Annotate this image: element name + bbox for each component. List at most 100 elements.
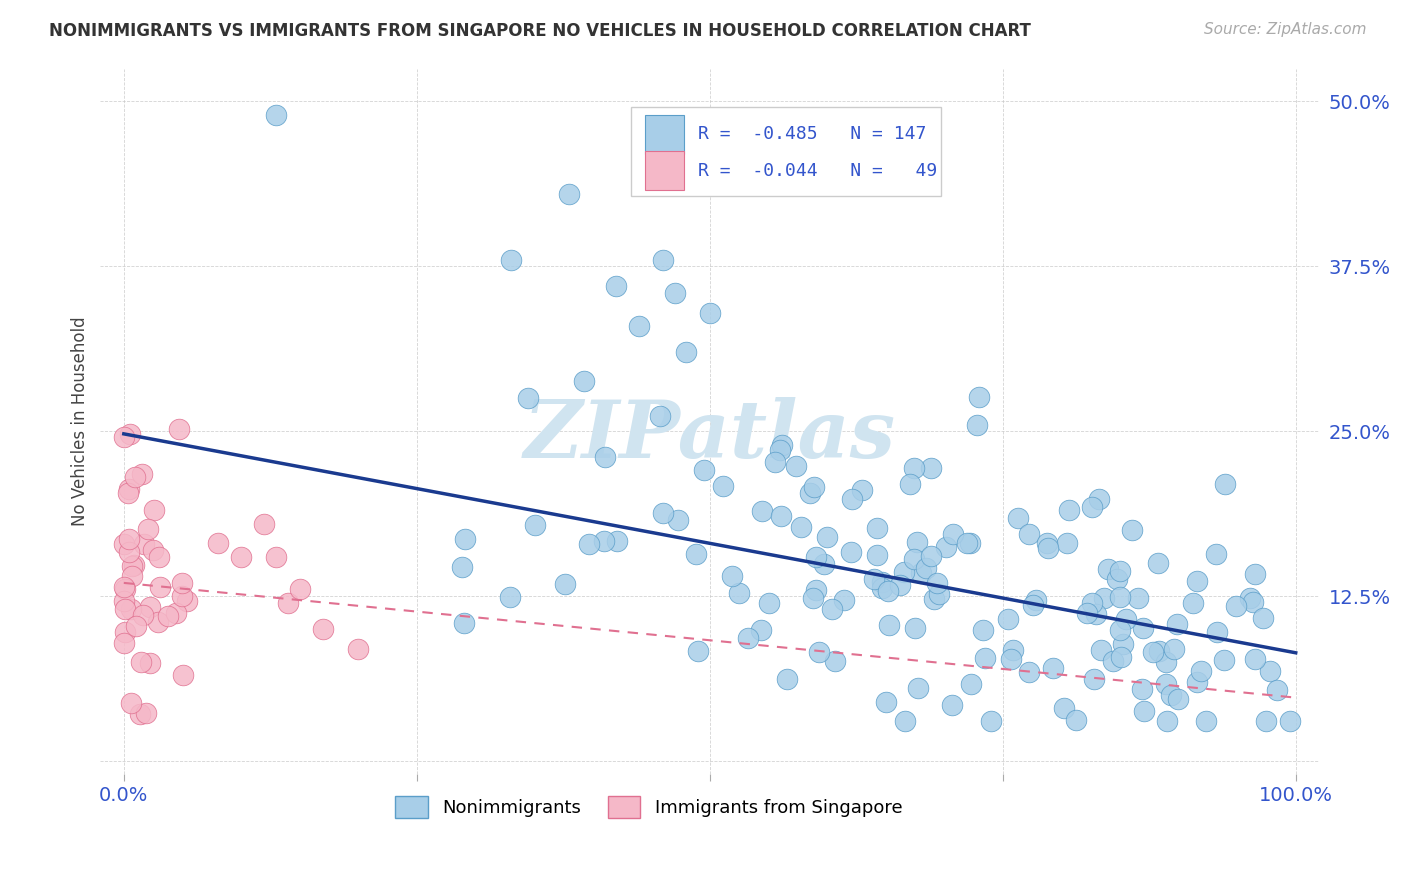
Point bbox=[1064, 713, 1087, 727]
Point bbox=[648, 409, 671, 423]
Point bbox=[1121, 524, 1143, 538]
Point bbox=[1109, 649, 1132, 664]
Point bbox=[156, 609, 179, 624]
Point bbox=[904, 621, 927, 635]
Point bbox=[229, 549, 252, 564]
Point bbox=[312, 622, 335, 636]
Point bbox=[114, 602, 136, 616]
Point bbox=[1053, 701, 1076, 715]
Bar bbox=[645, 152, 685, 190]
Point bbox=[872, 575, 894, 590]
Point bbox=[841, 491, 863, 506]
Point bbox=[875, 695, 897, 709]
Point bbox=[1205, 547, 1227, 561]
Point bbox=[114, 582, 136, 597]
Point bbox=[1167, 692, 1189, 706]
Point bbox=[727, 586, 749, 600]
Point bbox=[1279, 714, 1302, 729]
Point bbox=[347, 641, 370, 656]
Point bbox=[1213, 477, 1236, 491]
Text: R =  -0.044   N =   49: R = -0.044 N = 49 bbox=[697, 161, 936, 180]
Point bbox=[172, 667, 194, 681]
Point bbox=[1154, 677, 1177, 691]
Point bbox=[1018, 665, 1040, 679]
Point bbox=[176, 593, 198, 607]
Point bbox=[1056, 536, 1078, 550]
Point bbox=[499, 590, 522, 604]
Point bbox=[118, 426, 141, 441]
Point bbox=[1133, 704, 1156, 718]
Point bbox=[1097, 562, 1119, 576]
Point bbox=[889, 578, 911, 592]
Point bbox=[893, 566, 915, 580]
Point bbox=[806, 549, 828, 564]
Point bbox=[523, 518, 546, 533]
Point bbox=[139, 600, 162, 615]
Point bbox=[967, 390, 990, 404]
Point bbox=[628, 318, 651, 333]
Point bbox=[824, 654, 846, 668]
Point bbox=[894, 714, 917, 729]
Point bbox=[1109, 564, 1132, 578]
Point bbox=[136, 522, 159, 536]
Point bbox=[1115, 612, 1137, 626]
Point bbox=[1182, 597, 1205, 611]
Point bbox=[666, 513, 689, 527]
Y-axis label: No Vehicles in Household: No Vehicles in Household bbox=[72, 317, 89, 526]
Text: R =  -0.485   N = 147: R = -0.485 N = 147 bbox=[697, 125, 927, 143]
Point bbox=[905, 534, 928, 549]
Point bbox=[253, 516, 276, 531]
Point bbox=[1108, 591, 1130, 605]
Point bbox=[120, 602, 142, 616]
Point bbox=[1022, 598, 1045, 612]
Point bbox=[1081, 596, 1104, 610]
Point bbox=[1265, 683, 1288, 698]
Point bbox=[1057, 502, 1080, 516]
Point bbox=[121, 568, 143, 582]
Point bbox=[121, 559, 143, 574]
Point bbox=[959, 676, 981, 690]
Point bbox=[1163, 642, 1185, 657]
Point bbox=[118, 532, 141, 546]
Point bbox=[453, 615, 475, 630]
Point bbox=[928, 586, 950, 600]
Point bbox=[664, 285, 686, 300]
Point bbox=[1107, 572, 1129, 586]
Point bbox=[863, 572, 886, 586]
Point bbox=[770, 437, 793, 451]
Point bbox=[131, 467, 153, 481]
Point bbox=[1092, 591, 1115, 606]
Point bbox=[907, 681, 929, 696]
Point bbox=[903, 552, 925, 566]
Text: ZIPatlas: ZIPatlas bbox=[523, 397, 896, 475]
Bar bbox=[645, 115, 685, 153]
Point bbox=[148, 549, 170, 564]
Point bbox=[1195, 714, 1218, 729]
Point bbox=[920, 461, 942, 475]
Point bbox=[763, 455, 786, 469]
Point bbox=[1142, 645, 1164, 659]
Point bbox=[898, 477, 921, 491]
Point bbox=[554, 577, 576, 591]
Legend: Nonimmigrants, Immigrants from Singapore: Nonimmigrants, Immigrants from Singapore bbox=[388, 789, 910, 825]
Point bbox=[593, 450, 616, 464]
Point bbox=[821, 601, 844, 615]
Point bbox=[264, 549, 287, 564]
Point bbox=[172, 575, 194, 590]
Point bbox=[1081, 500, 1104, 514]
Point bbox=[686, 644, 709, 658]
Point bbox=[142, 542, 165, 557]
Point bbox=[606, 534, 628, 549]
Point bbox=[277, 596, 299, 610]
Point bbox=[129, 707, 152, 722]
Point bbox=[699, 305, 721, 319]
Point bbox=[143, 503, 166, 517]
Point bbox=[927, 576, 949, 591]
Point bbox=[652, 506, 675, 520]
Point bbox=[737, 631, 759, 645]
Point bbox=[146, 615, 169, 629]
Point bbox=[1212, 653, 1234, 667]
Point bbox=[955, 536, 977, 550]
Point bbox=[915, 560, 938, 574]
Point bbox=[972, 624, 994, 638]
